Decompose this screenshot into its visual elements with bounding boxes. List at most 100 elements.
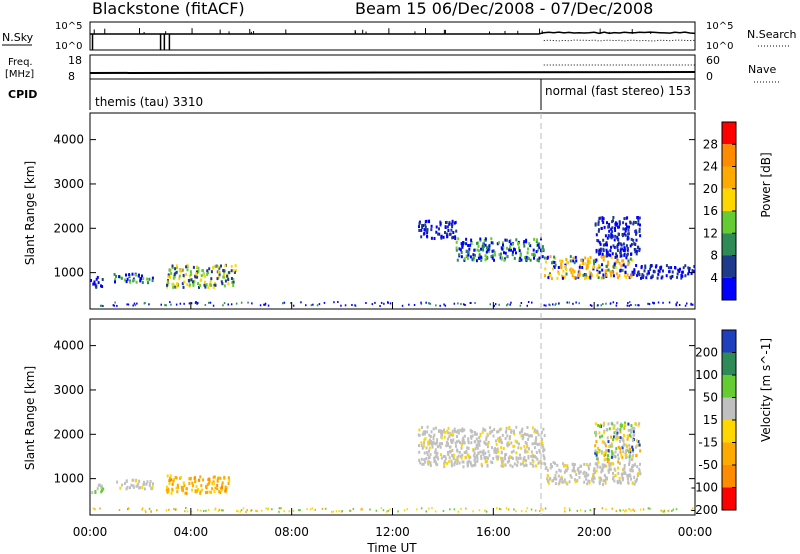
echo-cell	[204, 304, 207, 306]
velocity-colorbar-segment	[722, 375, 736, 398]
echo-cell	[216, 478, 219, 482]
echo-cell	[680, 274, 683, 278]
echo-cell	[654, 265, 657, 269]
echo-cell	[569, 259, 572, 263]
echo-cell	[473, 432, 476, 436]
echo-cell	[102, 487, 105, 491]
echo-cell	[541, 441, 544, 445]
echo-cell	[510, 301, 512, 304]
echo-cell	[583, 480, 586, 484]
echo-cell	[558, 302, 560, 305]
echo-cell	[644, 266, 647, 270]
echo-cell	[183, 484, 186, 488]
echo-cell	[637, 304, 639, 307]
echo-cell	[611, 230, 614, 234]
echo-cell	[228, 479, 231, 482]
echo-cell	[476, 459, 479, 463]
echo-cell	[647, 507, 650, 510]
echo-cell	[639, 472, 642, 476]
echo-cell	[309, 508, 312, 511]
echo-cell	[135, 280, 138, 284]
echo-cell	[239, 510, 242, 513]
echo-cell	[113, 273, 116, 276]
echo-cell	[598, 476, 601, 480]
echo-cell	[188, 482, 191, 485]
echo-cell	[631, 426, 634, 430]
echo-cell	[442, 454, 445, 458]
echo-cell	[565, 258, 568, 261]
echo-cell	[246, 509, 248, 512]
echo-cell	[614, 450, 617, 454]
echo-cell	[561, 477, 564, 481]
echo-cell	[670, 266, 673, 270]
echo-cell	[220, 280, 223, 284]
echo-cell	[602, 273, 605, 277]
echo-cell	[507, 508, 510, 511]
echo-cell	[485, 255, 488, 259]
echo-cell	[463, 434, 466, 438]
echo-cell	[626, 304, 629, 307]
echo-cell	[437, 232, 440, 236]
echo-cell	[178, 269, 181, 273]
echo-cell	[599, 424, 601, 428]
echo-cell	[421, 426, 423, 429]
echo-cell	[441, 442, 443, 446]
echo-cell	[468, 456, 471, 460]
echo-cell	[446, 451, 449, 455]
echo-cell	[126, 303, 128, 306]
echo-cell	[473, 451, 476, 455]
echo-cell	[143, 487, 146, 491]
echo-cell	[166, 474, 169, 478]
echo-cell	[614, 222, 617, 226]
echo-cell	[523, 240, 526, 244]
echo-cell	[684, 264, 687, 268]
echo-cell	[204, 275, 207, 279]
echo-cell	[97, 483, 100, 487]
echo-cell	[523, 455, 526, 459]
echo-cell	[648, 271, 650, 275]
echo-cell	[208, 267, 211, 271]
echo-cell	[539, 509, 541, 512]
echo-cell	[615, 435, 618, 439]
echo-cell	[531, 252, 534, 256]
echo-cell	[351, 304, 353, 306]
echo-cell	[170, 491, 173, 495]
echo-cell	[552, 303, 554, 306]
echo-cell	[490, 237, 493, 241]
echo-cell	[607, 470, 610, 474]
echo-cell	[626, 247, 629, 250]
echo-cell	[533, 428, 536, 432]
echo-cell	[626, 216, 629, 220]
echo-cell	[456, 435, 458, 438]
echo-cell	[549, 463, 552, 466]
echo-cell	[496, 507, 498, 510]
echo-cell	[575, 473, 578, 477]
echo-cell	[397, 510, 399, 513]
echo-cell	[486, 442, 489, 446]
echo-cell	[541, 248, 544, 252]
echo-cell	[440, 453, 442, 457]
echo-cell	[636, 465, 639, 469]
echo-cell	[344, 304, 347, 307]
echo-cell	[622, 468, 625, 472]
echo-cell	[436, 445, 439, 449]
echo-cell	[524, 258, 527, 262]
echo-cell	[97, 281, 100, 285]
echo-cell	[148, 484, 151, 488]
echo-cell	[637, 219, 640, 223]
echo-cell	[495, 448, 498, 452]
echo-cell	[639, 223, 641, 227]
echo-cell	[516, 440, 518, 444]
echo-cell	[175, 303, 178, 306]
echo-cell	[623, 426, 626, 430]
echo-cell	[645, 276, 648, 280]
echo-cell	[622, 221, 625, 225]
echo-cell	[489, 426, 492, 430]
echo-cell	[476, 443, 479, 447]
echo-cell	[213, 283, 216, 287]
echo-cell	[421, 226, 424, 229]
echo-cell	[527, 301, 530, 303]
echo-cell	[226, 274, 229, 278]
echo-cell	[624, 249, 626, 252]
echo-cell	[166, 285, 169, 289]
